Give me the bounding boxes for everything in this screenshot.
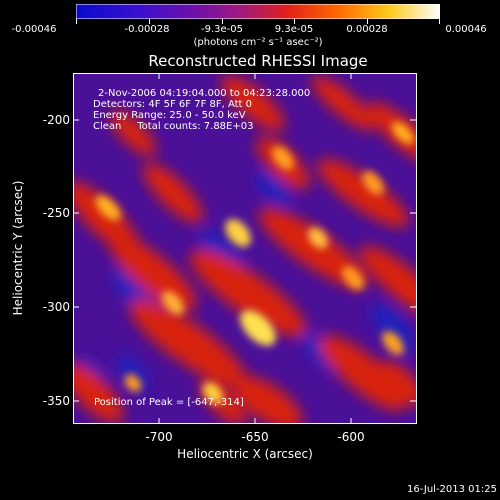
image-hot-spot bbox=[308, 227, 328, 249]
colorbar-tick bbox=[76, 19, 77, 24]
image-hot-spot bbox=[95, 195, 121, 221]
image-emission-band bbox=[359, 245, 417, 321]
colorbar-tick-label: -0.00028 bbox=[124, 24, 170, 35]
y-tick-label: -200 bbox=[42, 113, 70, 127]
plot-timestamp: 16-Jul-2013 01:25 bbox=[406, 484, 497, 495]
image-emission-band bbox=[143, 163, 203, 223]
rhessi-image bbox=[73, 73, 417, 424]
image-dark-region bbox=[116, 354, 150, 392]
x-tick-label: -650 bbox=[241, 430, 269, 444]
y-tick-label: -250 bbox=[42, 206, 70, 220]
x-axis-label: Heliocentric X (arcsec) bbox=[177, 447, 313, 461]
y-tick-label: -300 bbox=[42, 300, 70, 314]
image-hot-spot bbox=[362, 171, 384, 195]
image-hot-spot bbox=[162, 291, 184, 315]
info-total-counts: Clean Total counts: 7.88E+03 bbox=[93, 121, 254, 132]
info-energy-range: Energy Range: 25.0 - 50.0 keV bbox=[93, 110, 246, 121]
colorbar-units: (photons cm⁻² s⁻¹ asec⁻²) bbox=[193, 37, 323, 48]
colorbar-tick bbox=[294, 19, 295, 24]
image-dark-region bbox=[371, 303, 415, 353]
colorbar-tick bbox=[367, 19, 368, 24]
x-tick-label: -600 bbox=[337, 430, 365, 444]
image-hot-spot bbox=[391, 121, 415, 145]
colorbar-tick bbox=[439, 19, 440, 24]
colorbar-tick-label: -0.00046 bbox=[11, 24, 57, 35]
colorbar bbox=[76, 4, 440, 19]
image-hot-spot bbox=[342, 266, 364, 290]
colorbar-tick-label: 0.00046 bbox=[445, 24, 487, 35]
image-emission-band bbox=[110, 110, 156, 156]
image-dark-region bbox=[255, 170, 291, 206]
colorbar-tick-label: 0.00028 bbox=[346, 24, 388, 35]
image-hot-spot bbox=[124, 374, 142, 392]
colorbar-tick-label: 9.3e-05 bbox=[274, 24, 314, 35]
info-detectors: Detectors: 4F 5F 6F 7F 8F, Att 0 bbox=[93, 99, 253, 110]
x-tick-label: -700 bbox=[145, 430, 173, 444]
image-hot-spot bbox=[203, 382, 223, 404]
image-hot-spot bbox=[240, 310, 276, 346]
info-time-range: 2-Nov-2006 04:19:04.000 to 04:23:28.000 bbox=[98, 88, 311, 99]
image-hot-spot bbox=[225, 219, 251, 247]
image-emission-band bbox=[380, 360, 417, 406]
image-hot-spot bbox=[382, 331, 404, 355]
image-emission-band bbox=[319, 335, 407, 411]
image-emission-band bbox=[317, 158, 409, 228]
image-emission-band bbox=[311, 75, 375, 131]
colorbar-tick bbox=[149, 19, 150, 24]
image-emission-band bbox=[258, 207, 368, 289]
y-axis-label: Heliocentric Y (arcsec) bbox=[11, 180, 25, 316]
image-emission-band bbox=[109, 235, 197, 311]
image-emission-band bbox=[73, 362, 124, 424]
image-emission-band bbox=[129, 299, 247, 387]
image-emission-band bbox=[221, 75, 285, 131]
image-emission-band bbox=[233, 375, 303, 424]
image-title: Reconstructed RHESSI Image bbox=[148, 52, 368, 70]
image-hot-spot bbox=[272, 146, 294, 170]
image-emission-band bbox=[189, 249, 307, 337]
colorbar-tick-label: -9.3e-05 bbox=[201, 24, 243, 35]
peak-position: Position of Peak = [-647,-314] bbox=[94, 397, 244, 408]
y-tick-label: -350 bbox=[42, 394, 70, 408]
colorbar-tick bbox=[222, 19, 223, 24]
